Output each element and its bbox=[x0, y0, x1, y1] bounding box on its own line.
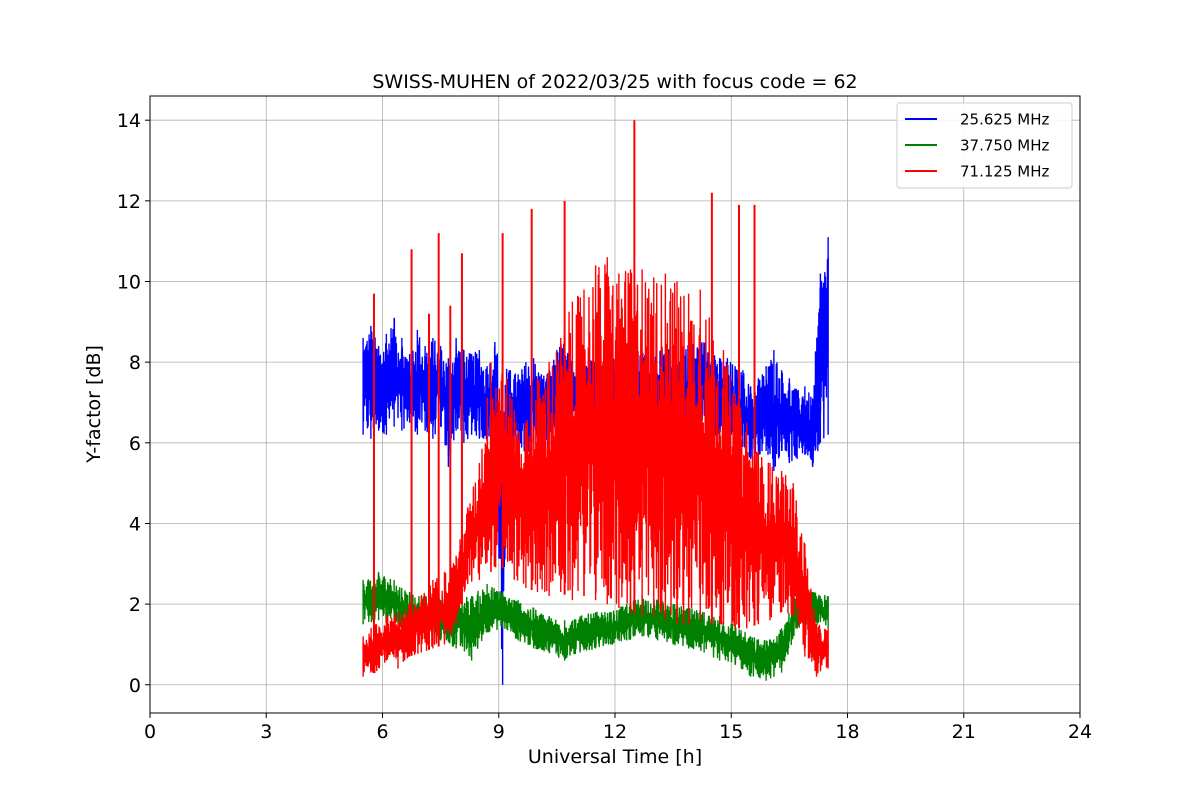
legend-label-2: 71.125 MHz bbox=[960, 163, 1049, 181]
legend: 25.625 MHz 37.750 MHz 71.125 MHz bbox=[896, 102, 1073, 189]
x-tick-label: 0 bbox=[144, 721, 156, 743]
chart-title: SWISS-MUHEN of 2022/03/25 with focus cod… bbox=[372, 71, 857, 93]
x-tick-label: 24 bbox=[1068, 721, 1092, 743]
x-tick-label: 6 bbox=[376, 721, 388, 743]
x-tick-label: 21 bbox=[952, 721, 976, 743]
x-tick-label: 12 bbox=[603, 721, 627, 743]
y-tick-label: 4 bbox=[129, 513, 141, 535]
y-tick-label: 10 bbox=[117, 272, 141, 294]
y-axis-label: Y-factor [dB] bbox=[83, 345, 105, 464]
x-tick-label: 18 bbox=[835, 721, 859, 743]
legend-label-1: 37.750 MHz bbox=[960, 137, 1049, 155]
y-tick-label: 2 bbox=[129, 594, 141, 616]
y-tick-label: 6 bbox=[129, 433, 141, 455]
x-axis-label: Universal Time [h] bbox=[528, 746, 702, 768]
x-tick-label: 15 bbox=[719, 721, 743, 743]
legend-label-0: 25.625 MHz bbox=[960, 111, 1049, 129]
y-tick-label: 8 bbox=[129, 352, 141, 374]
y-tick-label: 12 bbox=[117, 191, 141, 213]
plot-area bbox=[362, 120, 829, 685]
x-tick-label: 3 bbox=[260, 721, 272, 743]
legend-box bbox=[896, 102, 1073, 189]
y-tick-label: 0 bbox=[129, 675, 141, 697]
x-tick-label: 9 bbox=[493, 721, 505, 743]
series-2 bbox=[362, 120, 829, 677]
y-tick-label: 14 bbox=[117, 110, 141, 132]
